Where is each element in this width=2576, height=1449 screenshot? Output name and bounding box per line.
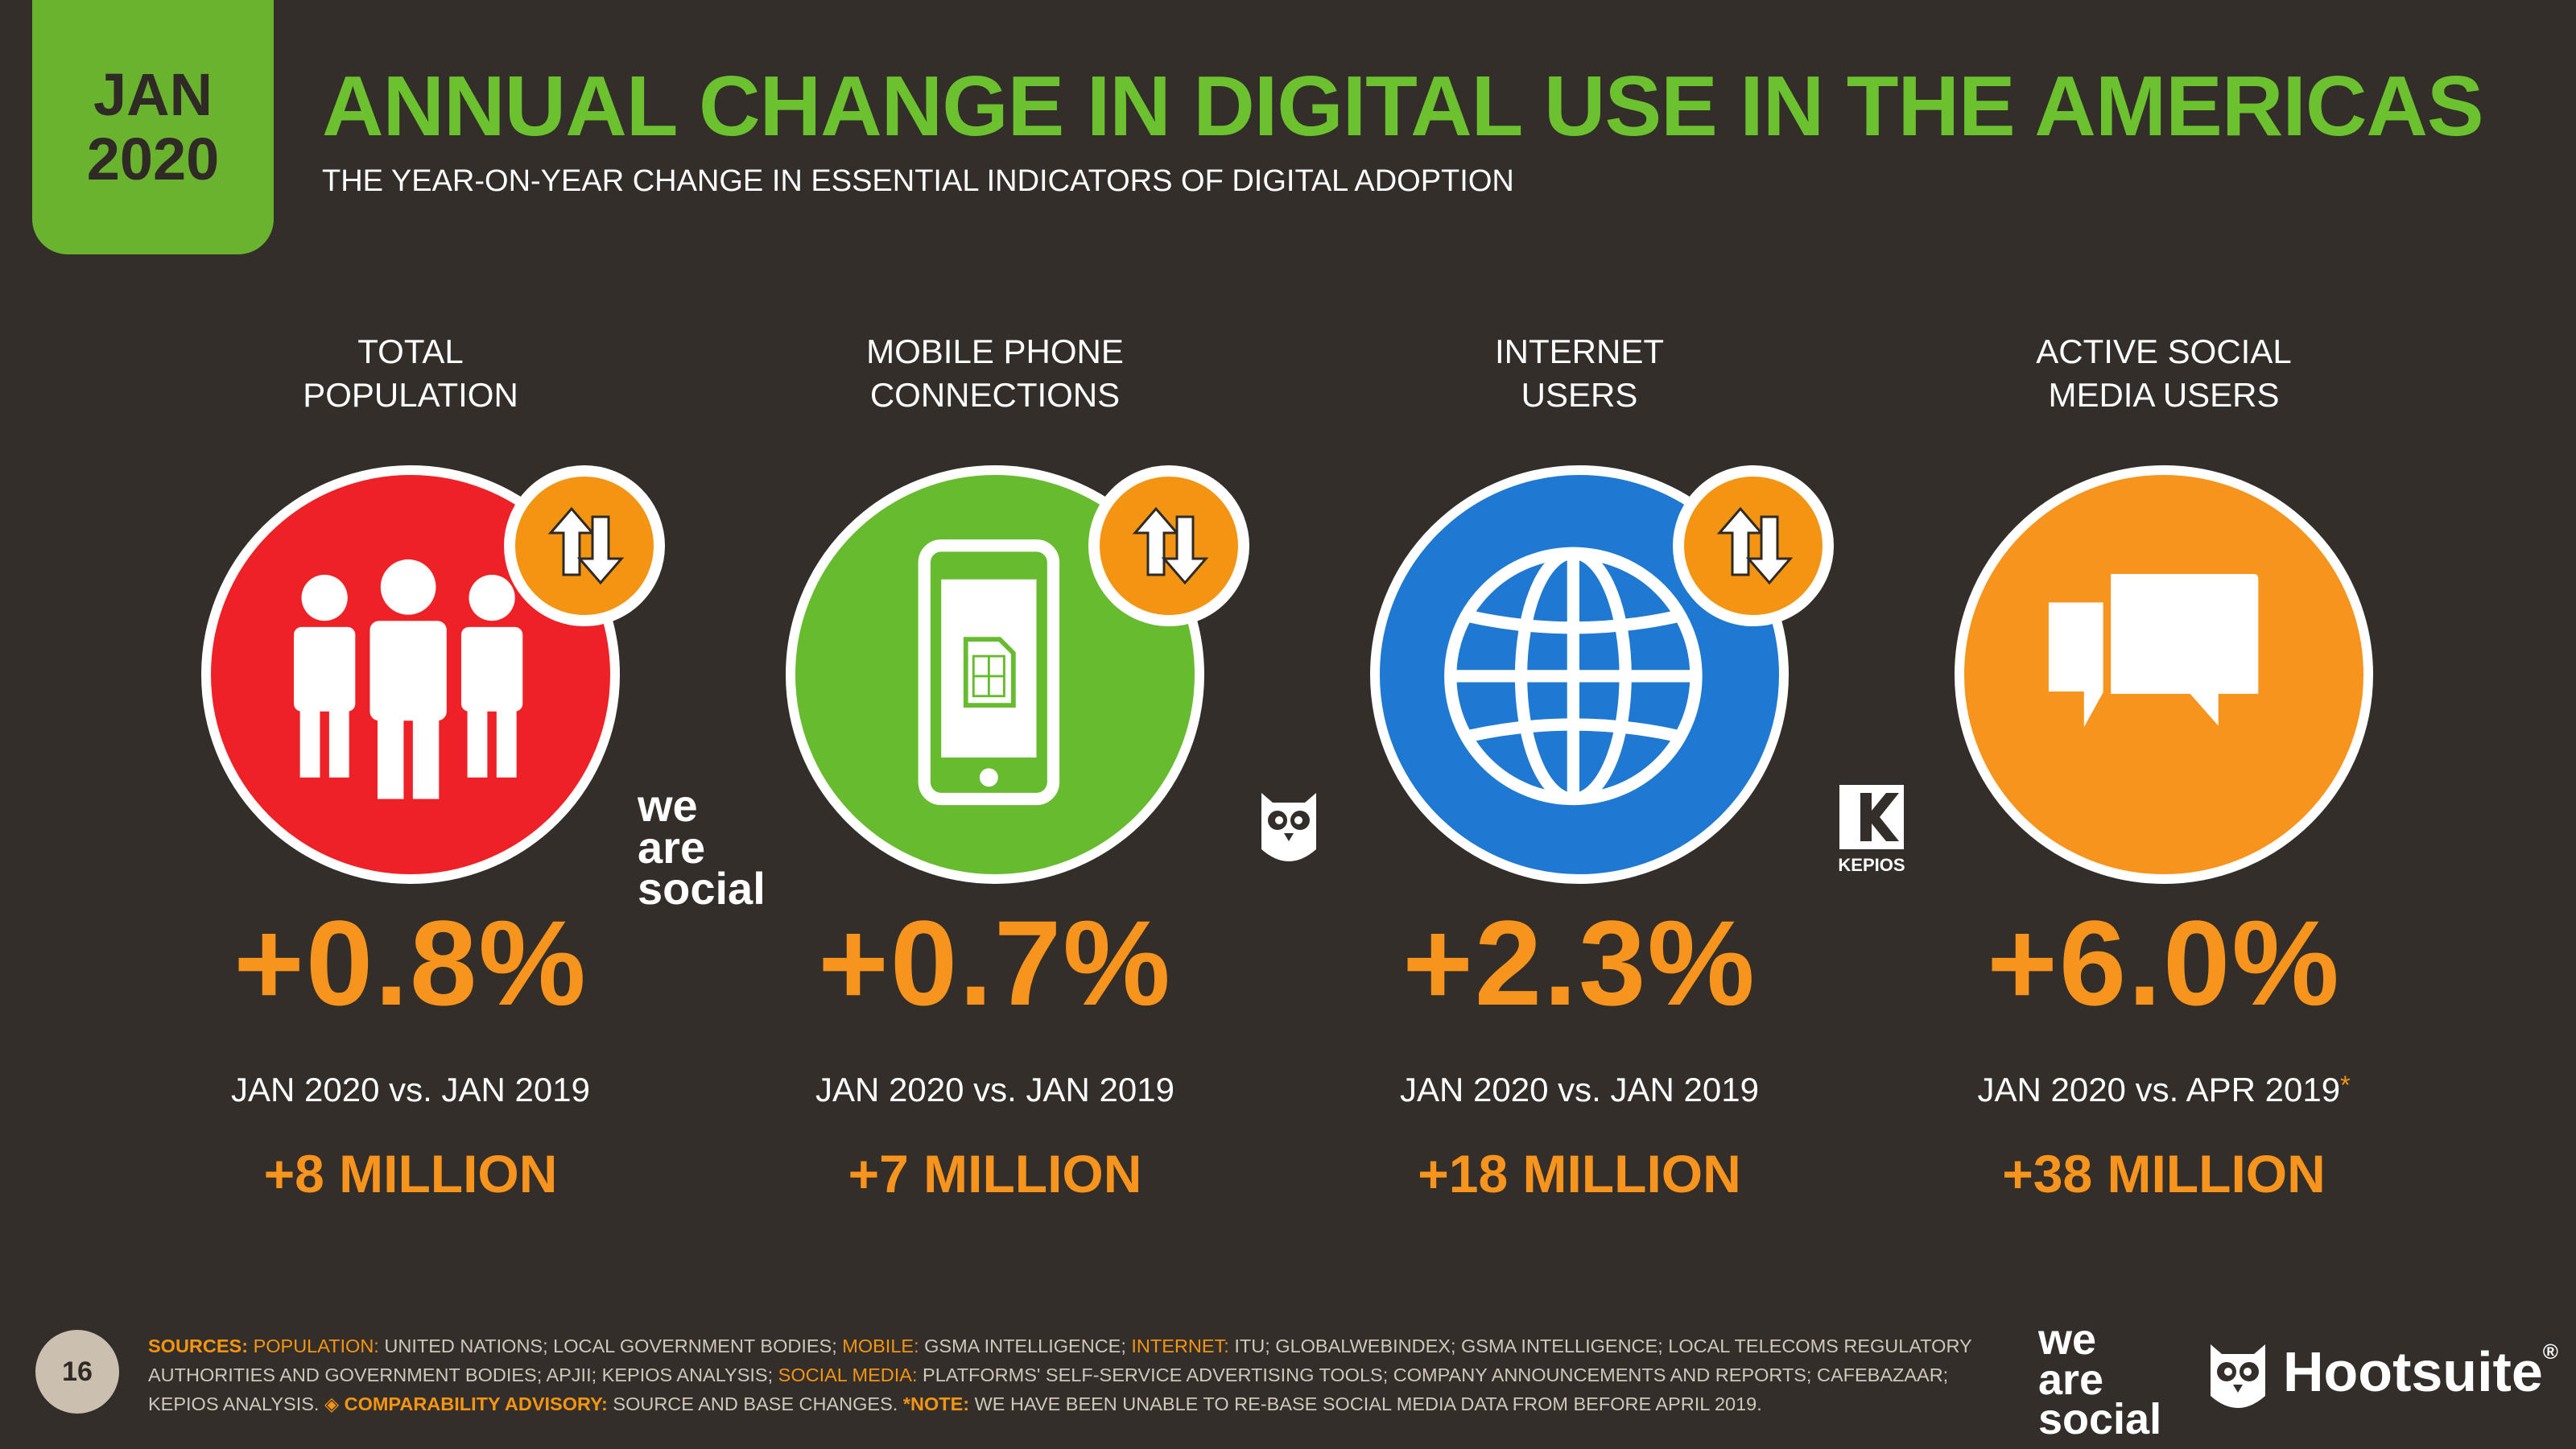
page-number: 16 [35, 1330, 119, 1414]
comparison-period: JAN 2020 vs. JAN 2019 [231, 1071, 590, 1108]
up-down-arrows-icon [1716, 506, 1794, 585]
change-badge [1673, 465, 1834, 626]
up-down-arrows-icon [547, 506, 625, 585]
metric-label-line2: MEDIA USERS [2048, 376, 2280, 414]
we-are-social-footer-logo: we are social [2038, 1315, 2162, 1444]
logo-line: social [638, 863, 766, 914]
absolute-change: +18 MILLION [1418, 1144, 1741, 1203]
hootsuite-owl-logo [1261, 793, 1316, 861]
change-badge [504, 465, 665, 626]
kepios-logo: KEPIOS [1835, 785, 1909, 875]
page-subtitle: THE YEAR-ON-YEAR CHANGE IN ESSENTIAL IND… [322, 164, 1514, 198]
metric-total-population: TOTAL POPULATION [118, 330, 766, 1224]
change-badge [1088, 465, 1249, 626]
metric-mobile-connections: MOBILE PHONE CONNECTIONS +0.7% JAN 2020 [703, 330, 1316, 1224]
logo-line: are [638, 821, 706, 873]
metric-label: INTERNET USERS [1287, 330, 1872, 417]
metric-label-line1: MOBILE PHONE [866, 332, 1124, 370]
change-percentage: +0.7% [818, 895, 1172, 1030]
source-text: GSMA INTELLIGENCE; [924, 1335, 1126, 1356]
note-label: *NOTE: [902, 1393, 970, 1414]
logo-line: we [638, 780, 698, 831]
metric-label-line2: POPULATION [303, 376, 518, 414]
metric-label: ACTIVE SOCIAL MEDIA USERS [1872, 330, 2456, 417]
source-category: SOCIAL MEDIA: [778, 1364, 918, 1385]
source-category: INTERNET: [1131, 1335, 1229, 1356]
we-are-social-logo: we are social [638, 780, 766, 914]
hootsuite-wordmark: Hootsuite® [2283, 1340, 2558, 1404]
change-percentage: +6.0% [1987, 895, 2341, 1030]
up-down-arrows-icon [1132, 506, 1209, 585]
metric-label-line1: ACTIVE SOCIAL [2036, 332, 2292, 370]
footnote-asterisk: * [2340, 1071, 2351, 1100]
logo-line: are [2038, 1355, 2104, 1404]
metric-label: TOTAL POPULATION [118, 330, 703, 417]
logo-line: social [2038, 1395, 2162, 1444]
page-title: ANNUAL CHANGE IN DIGITAL USE IN THE AMER… [322, 59, 2484, 154]
advisory-label: ◈ COMPARABILITY ADVISORY: [324, 1393, 608, 1414]
date-badge: JAN 2020 [32, 0, 274, 254]
note-text: WE HAVE BEEN UNABLE TO RE-BASE SOCIAL ME… [974, 1393, 1762, 1414]
metric-label-line1: TOTAL [357, 332, 464, 370]
source-text: ITU; GLOBALWEBINDEX; GSMA INTELLIGENCE; … [148, 1335, 1972, 1385]
absolute-change: +8 MILLION [263, 1144, 558, 1203]
advisory-text: SOURCE AND BASE CHANGES. [613, 1393, 898, 1414]
social-circle [1955, 465, 2373, 884]
metric-social-media-users: ACTIVE SOCIAL MEDIA USERS +6.0% JAN 2020… [1872, 330, 2456, 1224]
hootsuite-logo: Hootsuite® [2206, 1330, 2558, 1414]
metric-label: MOBILE PHONE CONNECTIONS [703, 330, 1287, 417]
change-percentage: +0.8% [233, 895, 588, 1030]
comparison-text: JAN 2020 vs. APR 2019 [1977, 1071, 2341, 1108]
people-icon [294, 559, 523, 799]
comparison-period: JAN 2020 vs. APR 2019* [1872, 1071, 2456, 1109]
sources-footnote: SOURCES: POPULATION: UNITED NATIONS; LOC… [148, 1331, 2024, 1418]
metric-internet-users: INTERNET USERS KEPIOS +2. [1287, 330, 1905, 1224]
absolute-change: +38 MILLION [2002, 1144, 2326, 1203]
metric-label-line1: INTERNET [1495, 332, 1664, 370]
source-category: MOBILE: [842, 1335, 919, 1356]
registered-mark: ® [2542, 1340, 2558, 1364]
kepios-wordmark: KEPIOS [1838, 855, 1905, 875]
date-year: 2020 [86, 126, 220, 192]
source-category: POPULATION: [253, 1335, 379, 1356]
logo-line: we [2038, 1315, 2097, 1364]
date-month: JAN [93, 61, 213, 129]
sources-label: SOURCES: [148, 1335, 249, 1356]
mobile-phone-icon [918, 539, 1060, 806]
speech-bubbles-icon [2042, 566, 2266, 746]
change-percentage: +2.3% [1402, 895, 1757, 1030]
hootsuite-owl-icon [2211, 1344, 2265, 1408]
comparison-period: JAN 2020 vs. JAN 2019 [815, 1071, 1174, 1108]
globe-icon [1444, 547, 1703, 806]
source-text: UNITED NATIONS; LOCAL GOVERNMENT BODIES; [384, 1335, 837, 1356]
source-text: PLATFORMS' SELF-SERVICE ADVERTISING TOOL… [148, 1364, 1949, 1414]
hootsuite-name: Hootsuite [2283, 1340, 2543, 1403]
absolute-change: +7 MILLION [848, 1144, 1142, 1203]
metric-label-line2: USERS [1521, 376, 1638, 414]
metric-label-line2: CONNECTIONS [869, 376, 1121, 414]
kepios-mark-icon [1839, 785, 1904, 849]
comparison-period: JAN 2020 vs. JAN 2019 [1400, 1071, 1759, 1108]
